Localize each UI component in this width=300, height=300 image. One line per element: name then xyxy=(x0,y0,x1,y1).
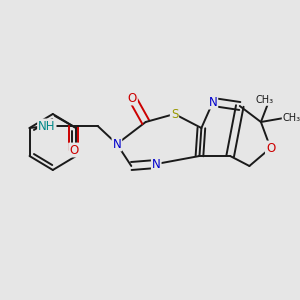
Text: O: O xyxy=(69,143,78,157)
Text: NH: NH xyxy=(38,119,56,133)
Text: N: N xyxy=(152,158,161,170)
Text: O: O xyxy=(266,142,275,154)
Text: S: S xyxy=(171,107,178,121)
Text: CH₃: CH₃ xyxy=(256,95,274,105)
Text: CH₃: CH₃ xyxy=(283,113,300,123)
Text: N: N xyxy=(112,137,121,151)
Text: N: N xyxy=(208,95,217,109)
Text: O: O xyxy=(128,92,137,104)
